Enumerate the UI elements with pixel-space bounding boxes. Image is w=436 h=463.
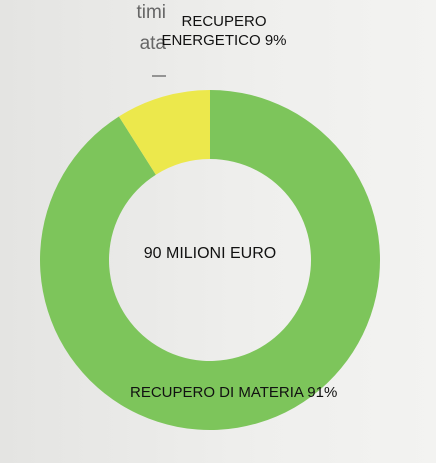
slice-label: RECUPERO DI MATERIA 91% [130,383,436,402]
slice-label: RECUPERO ENERGETICO 9% [150,12,298,50]
value-label: 9% [264,32,287,49]
annotation: timi [136,2,166,23]
center-label: 90 MILIONI EURO [143,245,277,262]
category-label: RECUPERO DI MATERIA [130,384,304,401]
category-label: RECUPERO ENERGETICO [161,13,267,49]
annotation: ata [139,33,166,54]
value-label: 91% [307,384,338,401]
donut-slice [118,90,210,175]
donut-slice [39,90,381,430]
